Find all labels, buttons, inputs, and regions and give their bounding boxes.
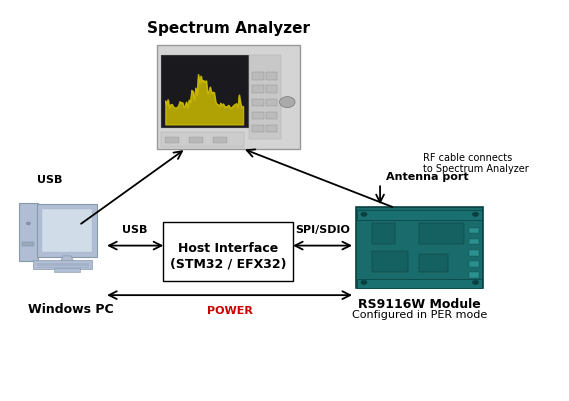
FancyBboxPatch shape [357,211,483,221]
FancyBboxPatch shape [469,228,479,234]
FancyBboxPatch shape [251,73,263,81]
FancyBboxPatch shape [249,56,281,139]
FancyBboxPatch shape [42,210,92,252]
Text: Windows PC: Windows PC [28,302,114,315]
FancyBboxPatch shape [419,224,464,244]
FancyBboxPatch shape [266,113,278,120]
Circle shape [279,97,295,108]
Polygon shape [60,256,74,262]
Text: USB: USB [122,225,148,235]
FancyBboxPatch shape [356,207,484,289]
Text: Spectrum Analyzer: Spectrum Analyzer [147,21,310,36]
Text: Host Interface: Host Interface [178,241,278,254]
FancyBboxPatch shape [251,126,263,133]
FancyBboxPatch shape [357,279,483,288]
FancyBboxPatch shape [54,268,80,272]
FancyBboxPatch shape [162,132,244,148]
Circle shape [26,223,30,225]
FancyBboxPatch shape [469,261,479,267]
FancyBboxPatch shape [266,73,278,81]
FancyBboxPatch shape [33,261,92,269]
FancyBboxPatch shape [266,99,278,107]
Circle shape [472,213,479,217]
FancyBboxPatch shape [469,250,479,256]
FancyBboxPatch shape [165,138,179,144]
Circle shape [361,213,367,217]
FancyBboxPatch shape [189,138,203,144]
Text: Antenna port: Antenna port [386,172,468,182]
FancyBboxPatch shape [419,254,448,272]
FancyBboxPatch shape [469,272,479,278]
Text: USB: USB [36,174,62,184]
Circle shape [361,281,367,285]
Text: RS9116W Module: RS9116W Module [358,298,481,310]
FancyBboxPatch shape [266,86,278,93]
FancyBboxPatch shape [161,56,248,127]
Text: POWER: POWER [207,305,253,315]
FancyBboxPatch shape [266,126,278,133]
FancyBboxPatch shape [251,99,263,107]
FancyBboxPatch shape [156,45,300,150]
Text: RF cable connects
to Spectrum Analyzer: RF cable connects to Spectrum Analyzer [423,152,529,174]
FancyBboxPatch shape [372,251,408,272]
FancyBboxPatch shape [469,239,479,245]
FancyBboxPatch shape [163,222,293,282]
FancyBboxPatch shape [213,138,227,144]
FancyBboxPatch shape [372,224,395,244]
FancyBboxPatch shape [37,205,97,257]
FancyBboxPatch shape [22,242,35,247]
Text: Configured in PER mode: Configured in PER mode [352,309,488,319]
FancyBboxPatch shape [251,113,263,120]
FancyBboxPatch shape [19,203,38,261]
Circle shape [472,281,479,285]
Text: (STM32 / EFX32): (STM32 / EFX32) [170,257,286,269]
FancyBboxPatch shape [251,86,263,93]
Text: SPI/SDIO: SPI/SDIO [295,225,350,235]
